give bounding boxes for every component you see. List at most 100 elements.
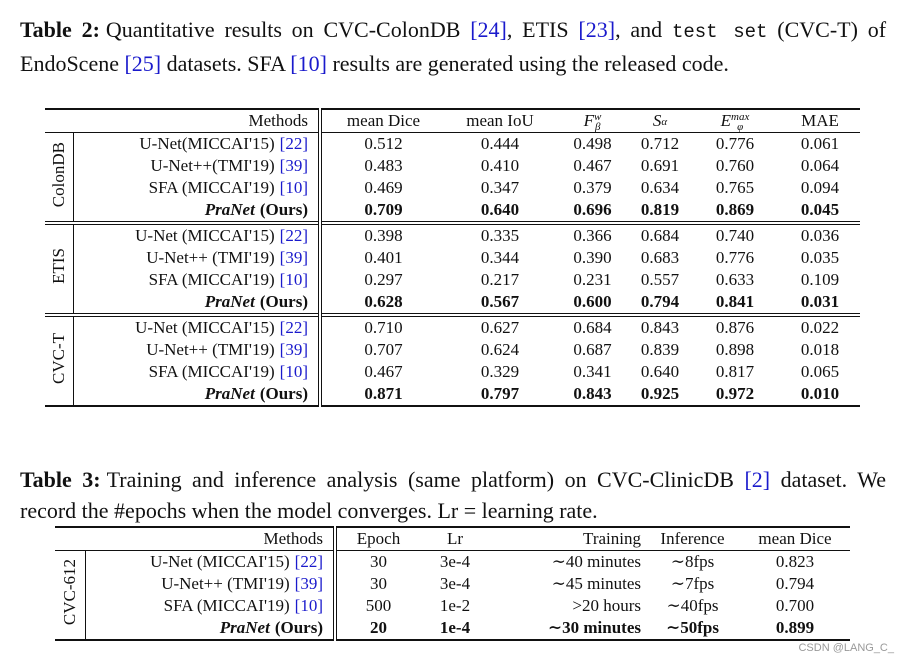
header-script: α xyxy=(661,117,667,128)
caption-text: datasets. SFA xyxy=(161,51,291,76)
value-cell: 0.065 xyxy=(800,362,840,382)
value-cell: 0.335 xyxy=(480,226,520,246)
value-cell: 0.691 xyxy=(640,156,680,176)
header-base: Methods xyxy=(263,529,324,548)
header-base: F xyxy=(583,111,595,130)
caption-label: Table 3: xyxy=(20,467,101,492)
value-cell: 0.344 xyxy=(480,248,520,268)
value-cell: 0.684 xyxy=(640,226,680,246)
table-row: ETIS U-Net (MICCAI'15) [22] 0.398 0.335 0.366… xyxy=(45,223,860,316)
table-row: CVC-612 U-Net (MICCAI'15) [22] 30 3e-4 ∼40 mi… xyxy=(55,550,850,640)
method-cell: U-Net++ (TMI'19) [39] xyxy=(73,339,322,362)
group-label-cell: CVC-612 xyxy=(55,550,86,640)
value-cell: 0.217 xyxy=(480,270,520,290)
value-cell: 0.898 xyxy=(715,340,755,360)
table-group: CVC-612 U-Net (MICCAI'15) [22] 30 3e-4 ∼40 mi… xyxy=(55,550,850,640)
value-cell: 0.036 xyxy=(800,226,840,246)
column-header: mean IoU xyxy=(445,109,555,133)
group-label-cell: CVC-T xyxy=(45,315,74,407)
header-base: Methods xyxy=(248,111,309,131)
method-name: SFA (MICCAI'19) xyxy=(148,362,275,382)
corner-cell xyxy=(55,527,85,551)
value-cell: 0.765 xyxy=(715,178,755,198)
value-cell: 0.823 xyxy=(775,552,815,571)
value-cell: 0.841 xyxy=(715,292,755,312)
value-cell: 0.776 xyxy=(715,248,755,268)
citation: [10] xyxy=(294,596,323,615)
method-suffix: (Ours) xyxy=(274,618,323,637)
caption-text: [10] xyxy=(290,51,327,76)
value-cell: 0.710 xyxy=(364,318,403,338)
group-label: ETIS xyxy=(48,248,68,285)
value-cell: 1e-4 xyxy=(439,618,471,637)
value-cell: 0.341 xyxy=(573,362,612,382)
value-cell: 3e-4 xyxy=(439,552,471,571)
caption-text: [23] xyxy=(578,17,616,42)
method-cell: U-Net (MICCAI'15) [22] xyxy=(73,315,322,340)
value-cell: 0.819 xyxy=(640,200,680,220)
table-row: SFA (MICCAI'19) [10] 500 1e-2 >20 hours ∼40fp… xyxy=(55,595,850,617)
value-cell: 0.031 xyxy=(800,292,840,312)
value-cell: ∼7fps xyxy=(670,574,715,593)
citation: [22] xyxy=(279,226,308,246)
value-cell: 0.010 xyxy=(800,384,840,404)
method-name: U-Net++(TMI'19) xyxy=(150,156,275,176)
citation: [39] xyxy=(279,156,308,176)
caption-text: dataset. We record the #epochs when the … xyxy=(20,467,887,523)
table-caption: Table 2: Quantitative results on CVC-Colo… xyxy=(20,14,886,79)
header-base: MAE xyxy=(801,111,839,131)
column-header: mean Dice xyxy=(740,527,850,551)
value-cell: 0.061 xyxy=(800,134,840,154)
table-row: PraNet (Ours) 0.709 0.640 0.696 0.819 0.869 0.0… xyxy=(45,199,860,224)
value-cell: >20 hours xyxy=(572,596,641,615)
value-cell: 0.684 xyxy=(573,318,612,338)
value-cell: ∼50fps xyxy=(666,618,719,637)
value-cell: 0.483 xyxy=(364,156,403,176)
value-cell: 0.740 xyxy=(715,226,755,246)
header-base: Inference xyxy=(660,529,725,548)
value-cell: 0.700 xyxy=(775,596,815,615)
table-row: SFA (MICCAI'19) [10] 0.297 0.217 0.231 0.557 0… xyxy=(45,269,860,292)
method-cell: U-Net(MICCAI'15) [22] xyxy=(73,132,322,156)
header-sub: φ xyxy=(737,121,744,134)
group-label: CVC-T xyxy=(48,332,68,384)
value-cell: 0.925 xyxy=(640,384,680,404)
column-header: MAE xyxy=(780,109,860,133)
value-cell: 0.045 xyxy=(800,200,840,220)
caption-text: (CVC-T) of EndoScene xyxy=(20,17,887,76)
value-cell: 20 xyxy=(370,618,387,637)
analysis-table: Methods Epoch Lr Training Inference mean Dice… xyxy=(55,526,850,641)
method-suffix: (Ours) xyxy=(259,292,308,312)
table-row: PraNet (Ours) 0.871 0.797 0.843 0.925 0.972 0.0… xyxy=(45,383,860,407)
method-cell: U-Net++ (TMI'19) [39] xyxy=(85,573,337,595)
table-row: SFA (MICCAI'19) [10] 0.467 0.329 0.341 0.640 0… xyxy=(45,361,860,384)
group-label-cell: ColonDB xyxy=(45,132,74,224)
value-cell: 0.627 xyxy=(480,318,520,338)
table-header: Methods Epoch Lr Training Inference mean Dice xyxy=(55,527,850,551)
header-base: mean Dice xyxy=(346,111,421,131)
header-base: S xyxy=(652,111,662,131)
value-cell: 0.843 xyxy=(640,318,680,338)
value-cell: 0.683 xyxy=(640,248,680,268)
value-cell: 0.512 xyxy=(364,134,403,154)
value-cell: 0.467 xyxy=(364,362,403,382)
value-cell: 0.709 xyxy=(364,200,403,220)
value-cell: 0.712 xyxy=(640,134,680,154)
value-cell: 0.022 xyxy=(800,318,840,338)
value-cell: 0.444 xyxy=(480,134,520,154)
header-base: mean Dice xyxy=(758,529,832,548)
value-cell: 0.628 xyxy=(364,292,403,312)
value-cell: 0.794 xyxy=(775,574,815,593)
method-cell: SFA (MICCAI'19) [10] xyxy=(73,361,322,384)
method-name: SFA (MICCAI'19) xyxy=(148,178,275,198)
column-header: Epoch xyxy=(335,527,420,551)
method-name: PraNet xyxy=(219,618,270,637)
table-group: CVC-T U-Net (MICCAI'15) [22] 0.710 0.627 0.68… xyxy=(45,315,860,407)
table-row: PraNet (Ours) 20 1e-4 ∼30 minutes ∼50fps 0.899 xyxy=(55,617,850,640)
value-cell: 0.876 xyxy=(715,318,755,338)
method-cell: U-Net++(TMI'19) [39] xyxy=(73,155,322,178)
